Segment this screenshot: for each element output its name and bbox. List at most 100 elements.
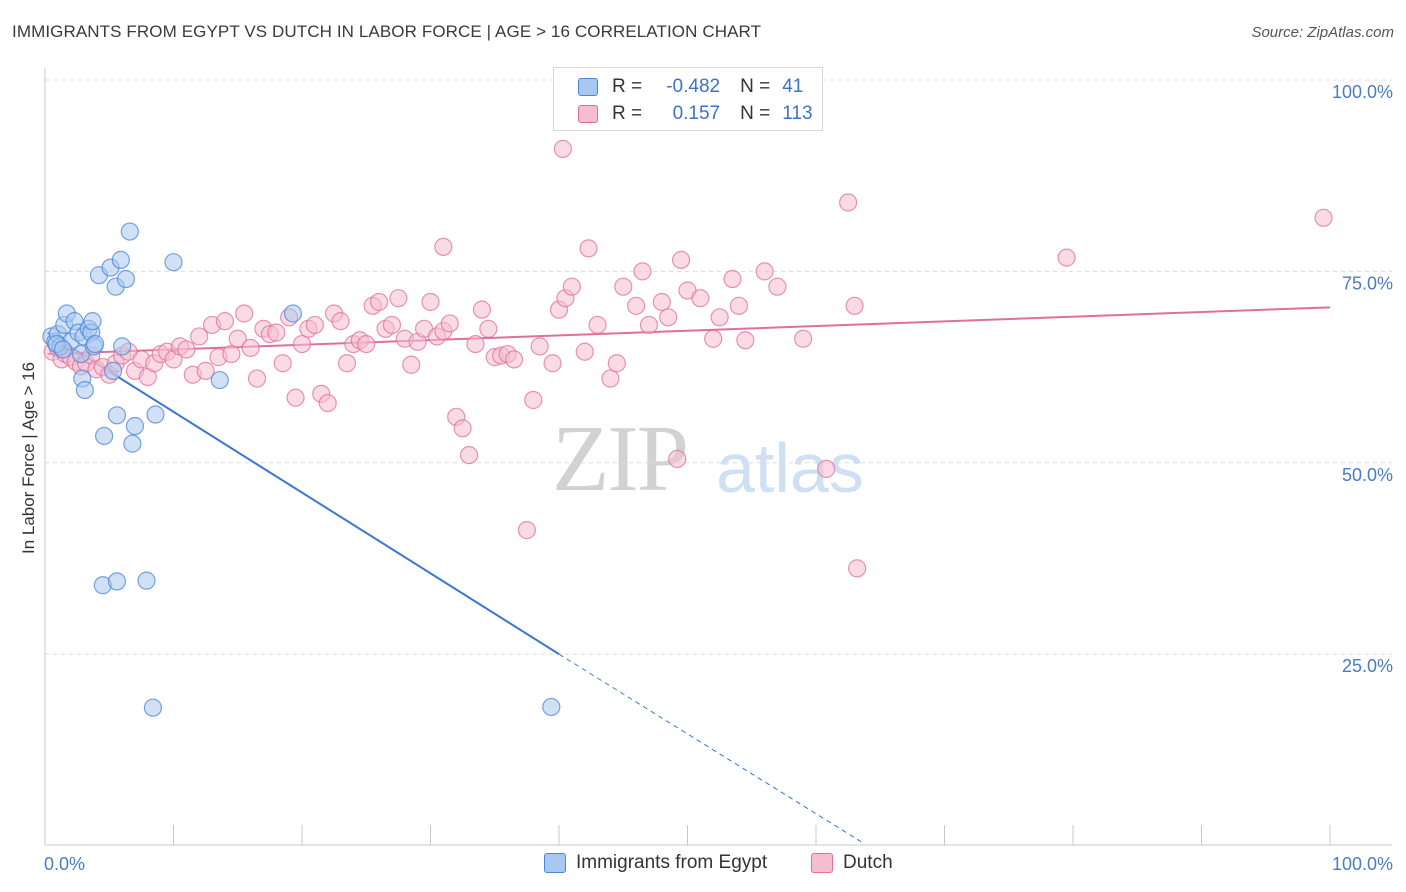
dutch-point [215,312,234,331]
dutch-trend-line [47,306,1331,356]
egypt-point [210,370,229,390]
egypt-point [542,697,561,717]
watermark-atlas: atlas [716,429,864,507]
dutch-swatch [578,105,598,123]
dutch-point [543,354,562,373]
dutch-point [337,354,357,373]
r-value-dutch: 0.157 [672,103,721,124]
egypt-point [283,304,303,323]
dutch-point [1057,248,1076,267]
x-tick-label: 0.0% [44,854,85,874]
r-label: R = [612,76,643,97]
dutch-point [459,445,479,465]
egypt-point [95,426,114,446]
dutch-point [668,449,687,469]
dutch-point [601,369,620,388]
dutch-point [736,331,755,350]
dutch-point [755,262,774,281]
dutch-point [794,329,813,348]
dutch-point [305,315,324,335]
r-label: R = [612,103,643,124]
n-label: N = [740,103,771,124]
egypt-point [107,572,127,591]
egypt-point [137,571,156,590]
dutch-point [579,239,598,258]
y-tick-label: 75.0% [1342,273,1393,293]
stats-legend: R = -0.482 N = 41 R = 0.157 N = 113 [553,67,823,131]
egypt-point [107,406,127,425]
dutch-point [235,304,254,323]
dutch-point [318,393,337,413]
egypt-point [53,340,73,359]
dutch-point [292,334,312,354]
dutch-point [845,296,864,315]
egypt-point [164,253,183,272]
egypt-trend-extension [558,653,862,843]
n-value-egypt: 41 [782,76,804,97]
dutch-point [517,521,536,540]
dutch-point [626,296,646,315]
y-tick-label: 100.0% [1332,82,1393,102]
dutch-point [729,296,749,315]
dutch-point [607,354,626,373]
dutch-point [614,277,633,296]
dutch-point [222,344,241,364]
dutch-point [434,237,453,256]
dutch-point [190,327,209,346]
legend-item-dutch[interactable]: Dutch [811,852,893,874]
dutch-point [370,292,389,312]
dutch-point [504,350,524,369]
source-label: Source: ZipAtlas.com [1251,24,1394,41]
egypt-legend-swatch [544,853,566,873]
egypt-trend-line [47,331,560,655]
dutch-point [588,315,607,335]
dutch-point [639,315,659,335]
dutch-legend-swatch [811,853,833,873]
dutch-point [382,315,402,335]
dutch-point [652,292,671,312]
chart-title: IMMIGRANTS FROM EGYPT VS DUTCH IN LABOR … [12,22,762,41]
dutch-point [817,459,836,478]
dutch-point [331,312,350,331]
dutch-point [575,342,594,361]
dutch-point [633,262,652,281]
watermark-zip: ZIP [552,407,689,511]
dutch-point [267,323,286,342]
legend-label-egypt: Immigrants from Egypt [576,852,768,873]
dutch-point [839,193,858,212]
dutch-point [562,277,581,296]
egypt-point [83,312,102,331]
dutch-point [228,329,247,348]
r-value-egypt: -0.482 [666,76,721,97]
x-tick-label: 100.0% [1332,854,1393,874]
dutch-point [768,277,787,296]
dutch-point [704,329,723,348]
dutch-point [472,300,491,319]
dutch-point [286,388,305,407]
trend-lines [47,306,1331,843]
n-value-dutch: 113 [782,103,813,124]
dutch-point [177,340,196,359]
y-tick-label: 50.0% [1342,465,1393,485]
dutch-point [671,250,691,269]
egypt-point [116,269,136,289]
egypt-point [112,337,132,356]
egypt-swatch [578,78,598,96]
y-axis-label: In Labor Force | Age > 16 [19,362,38,554]
egypt-point [143,698,163,717]
legend-item-egypt[interactable]: Immigrants from Egypt [544,852,767,874]
dutch-point [659,308,678,327]
grid [45,79,1392,655]
data-points [42,139,1333,717]
egypt-point [123,434,142,453]
egypt-point [104,361,123,380]
dutch-point [421,292,440,312]
dutch-point [530,337,549,356]
dutch-point [524,390,543,410]
egypt-point [146,405,165,424]
dutch-point [389,289,408,308]
y-tick-label: 25.0% [1342,656,1393,676]
dutch-point [466,334,485,354]
dutch-point [402,355,421,374]
